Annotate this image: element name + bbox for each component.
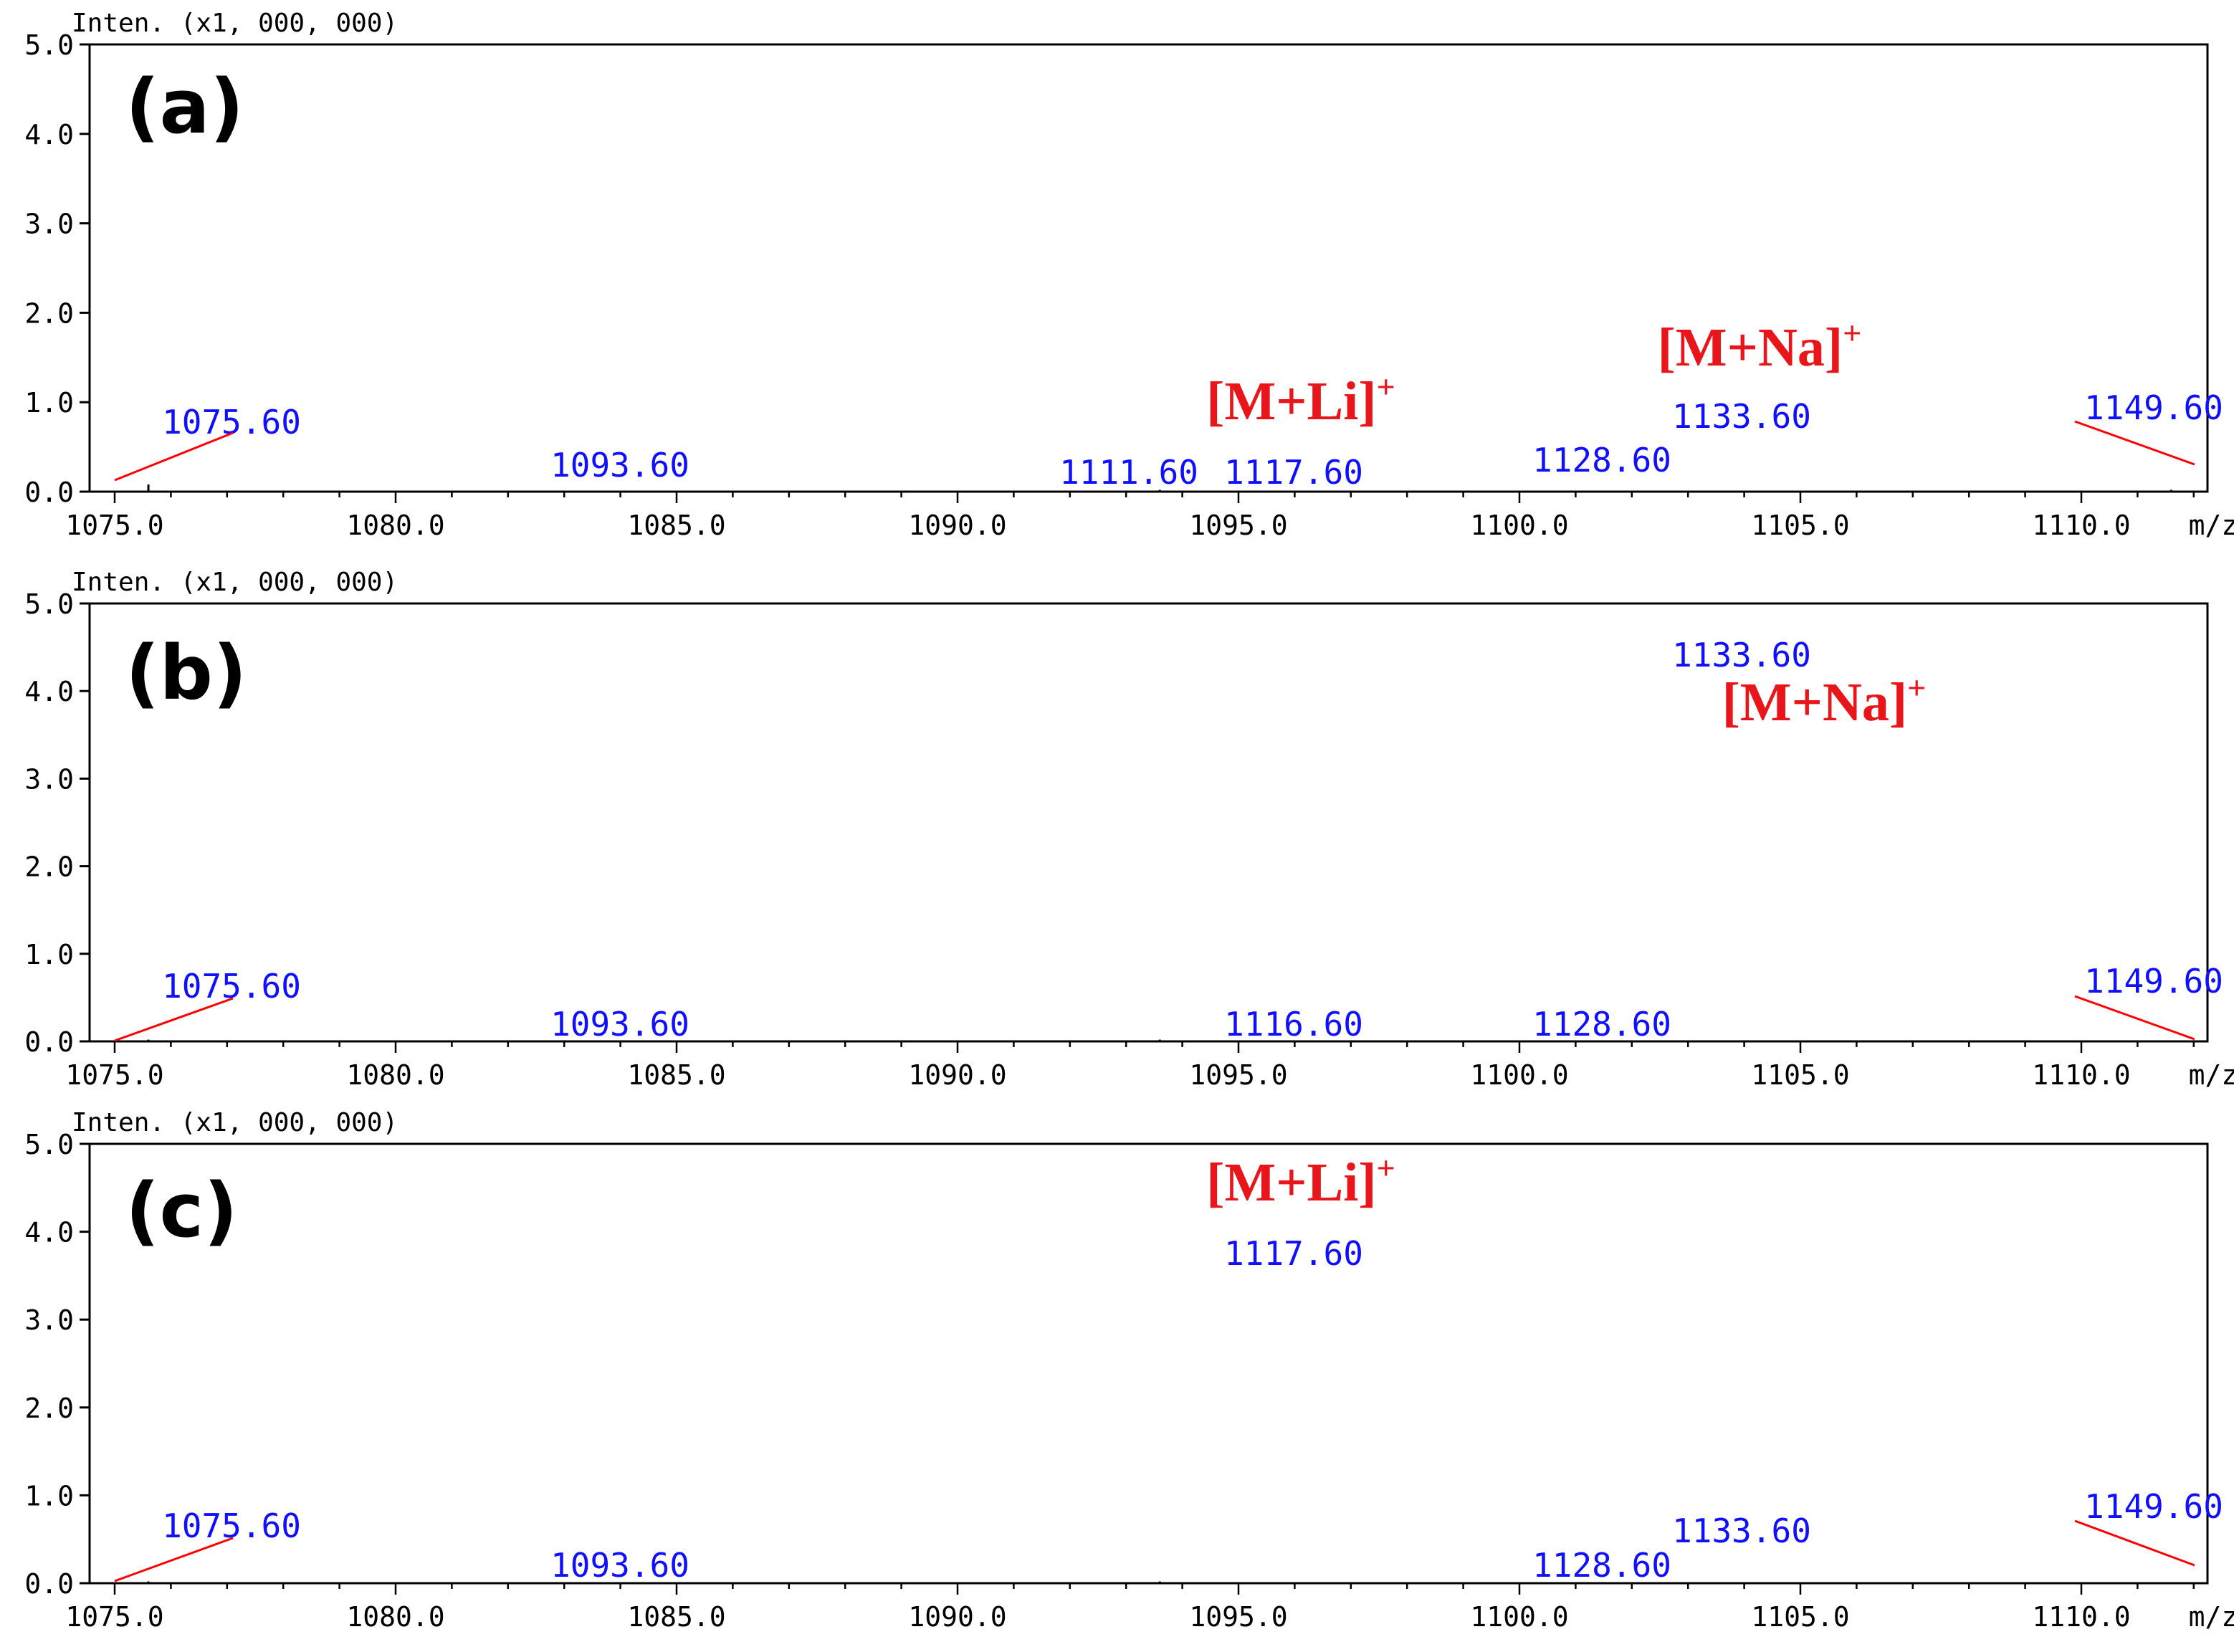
panel-letter: (b) xyxy=(125,629,247,717)
peak-label: 1111.60 xyxy=(1059,453,1198,492)
peak-label: 1149.60 xyxy=(2084,1487,2223,1526)
y-tick-label: 4.0 xyxy=(24,676,74,707)
y-tick-label: 4.0 xyxy=(24,1217,74,1248)
peak-label: 1117.60 xyxy=(1224,453,1363,492)
ion-formula: [M+Li] xyxy=(1206,371,1376,431)
y-tick-label: 1.0 xyxy=(24,1480,74,1512)
x-tick-label: 1085.0 xyxy=(627,1059,725,1091)
y-tick-label: 1.0 xyxy=(24,939,74,970)
y-tick-label: 2.0 xyxy=(24,297,74,329)
ion-charge: + xyxy=(1843,315,1861,351)
x-tick-label: 1090.0 xyxy=(908,1059,1006,1091)
y-axis-label: Inten. (x1, 000, 000) xyxy=(72,568,398,597)
y-tick-label: 0.0 xyxy=(24,1568,74,1600)
y-axis-label: Inten. (x1, 000, 000) xyxy=(72,1108,398,1137)
plot-frame xyxy=(88,602,2209,1043)
panel-letter: (c) xyxy=(125,1167,238,1254)
ion-formula: [M+Na] xyxy=(1722,672,1908,732)
y-tick-label: 5.0 xyxy=(24,29,74,61)
peak-label: 1133.60 xyxy=(1672,1512,1811,1550)
y-tick-label: 2.0 xyxy=(24,1393,74,1424)
x-tick-label: 1110.0 xyxy=(2032,1059,2130,1091)
y-tick-label: 0.0 xyxy=(24,477,74,508)
peak-label: 1149.60 xyxy=(2084,388,2223,427)
peak-label: 1133.60 xyxy=(1672,397,1811,436)
peak-label: 1128.60 xyxy=(1532,1005,1671,1044)
panel-letter: (a) xyxy=(125,63,244,151)
x-tick-label: 1075.0 xyxy=(65,1601,163,1633)
ion-annotation: [M+Na]+ xyxy=(1722,669,1927,732)
label-leader-line xyxy=(2074,995,2195,1041)
spectrum-panel-c: Inten. (x1, 000, 000) 0.0 1.0 2.0 3.0 4.0 5.0 1… xyxy=(24,1108,2234,1633)
plot-frame xyxy=(88,1142,2209,1585)
label-leader-line xyxy=(114,431,234,482)
x-tick-label: 1110.0 xyxy=(2032,1601,2130,1633)
peak-label: 1093.60 xyxy=(550,1005,689,1044)
x-tick-label: 1095.0 xyxy=(1189,510,1287,541)
peak-label: 1149.60 xyxy=(2084,962,2223,1001)
spectrum-panel-a: Inten. (x1, 000, 000) 0.0 1.0 2.0 3.0 4.0 5.0 1… xyxy=(24,9,2234,541)
label-leader-line xyxy=(2074,1519,2195,1567)
x-tick-label: 1080.0 xyxy=(346,1601,444,1633)
x-axis-unit: m/z xyxy=(2189,510,2234,541)
peak-label: 1128.60 xyxy=(1532,1546,1671,1585)
ion-annotation: [M+Na]+ xyxy=(1658,315,1862,378)
peak-label: 1116.60 xyxy=(1224,1005,1363,1044)
ion-charge: + xyxy=(1377,1150,1395,1186)
spectrum-panel-b: Inten. (x1, 000, 000) 0.0 1.0 2.0 3.0 4.0 5.0 1… xyxy=(24,568,2234,1091)
y-tick-label: 3.0 xyxy=(24,209,74,240)
x-tick-label: 1105.0 xyxy=(1751,1601,1849,1633)
ion-formula: [M+Na] xyxy=(1658,317,1843,378)
y-tick-label: 3.0 xyxy=(24,763,74,795)
y-tick-label: 3.0 xyxy=(24,1304,74,1336)
peak-label: 1117.60 xyxy=(1224,1234,1363,1273)
x-tick-label: 1085.0 xyxy=(627,1601,725,1633)
y-tick-label: 1.0 xyxy=(24,387,74,419)
x-tick-label: 1105.0 xyxy=(1751,1059,1849,1091)
ion-charge: + xyxy=(1377,368,1395,405)
x-tick-label: 1095.0 xyxy=(1189,1601,1287,1633)
y-axis-label: Inten. (x1, 000, 000) xyxy=(72,9,398,38)
x-tick-label: 1085.0 xyxy=(627,510,725,541)
x-tick-label: 1110.0 xyxy=(2032,510,2130,541)
peak-label: 1093.60 xyxy=(550,1546,689,1585)
peak-label: 1075.60 xyxy=(162,403,301,441)
y-tick-label: 5.0 xyxy=(24,1129,74,1160)
x-tick-label: 1090.0 xyxy=(908,1601,1006,1633)
peak-label: 1128.60 xyxy=(1532,441,1671,479)
peak-label: 1093.60 xyxy=(550,446,689,484)
peak-label: 1133.60 xyxy=(1672,636,1811,674)
ion-charge: + xyxy=(1907,669,1926,706)
y-tick-label: 5.0 xyxy=(24,588,74,620)
x-axis-unit: m/z xyxy=(2189,1601,2234,1633)
x-tick-label: 1100.0 xyxy=(1470,510,1568,541)
x-tick-label: 1100.0 xyxy=(1470,1059,1568,1091)
label-leader-line xyxy=(2074,420,2195,466)
y-tick-label: 0.0 xyxy=(24,1026,74,1058)
x-tick-label: 1090.0 xyxy=(908,510,1006,541)
ion-annotation: [M+Li]+ xyxy=(1206,368,1395,431)
x-tick-label: 1075.0 xyxy=(65,1059,163,1091)
plot-frame xyxy=(88,43,2209,493)
x-tick-label: 1075.0 xyxy=(65,510,163,541)
x-tick-label: 1095.0 xyxy=(1189,1059,1287,1091)
x-tick-label: 1080.0 xyxy=(346,510,444,541)
x-axis-unit: m/z xyxy=(2189,1059,2234,1091)
label-leader-line xyxy=(114,1537,234,1582)
x-tick-label: 1080.0 xyxy=(346,1059,444,1091)
x-tick-label: 1100.0 xyxy=(1470,1601,1568,1633)
y-tick-label: 4.0 xyxy=(24,119,74,151)
ion-formula: [M+Li] xyxy=(1206,1152,1376,1213)
ion-annotation: [M+Li]+ xyxy=(1206,1150,1395,1213)
y-tick-label: 2.0 xyxy=(24,851,74,883)
label-leader-line xyxy=(114,997,234,1042)
x-tick-label: 1105.0 xyxy=(1751,510,1849,541)
